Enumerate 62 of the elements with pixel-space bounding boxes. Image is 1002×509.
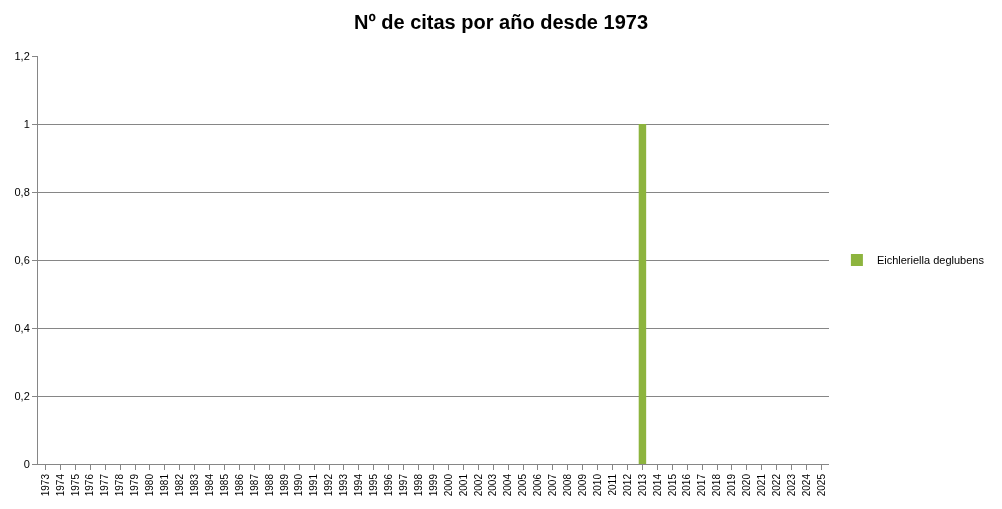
x-tick-label: 2009 [577, 473, 588, 497]
x-tick-label: 1982 [174, 473, 186, 497]
x-tick-label: 1987 [248, 473, 260, 497]
x-tick-label: 2011 [606, 473, 618, 496]
x-tick-label: 1977 [99, 473, 111, 497]
x-tick-label: 2016 [681, 473, 693, 497]
x-tick-label: 1978 [114, 473, 126, 497]
x-tick-label: 1989 [278, 473, 290, 497]
x-tick-label: 1981 [159, 473, 171, 497]
x-tick-label: 2002 [472, 473, 484, 497]
y-tick-label: 1,2 [14, 49, 30, 62]
y-tick-label: 0,4 [14, 321, 30, 334]
x-tick-label: 1994 [353, 473, 365, 497]
x-tick-label: 2022 [771, 473, 783, 497]
x-tick-label: 2012 [621, 473, 633, 497]
x-tick-label: 2020 [741, 473, 753, 497]
legend-label: Eichleriella deglubens [876, 254, 985, 267]
x-tick-label: 2000 [442, 473, 454, 497]
x-tick-label: 2024 [800, 473, 812, 497]
x-tick-label: 2003 [487, 473, 499, 497]
y-tick-label: 0 [23, 457, 30, 470]
x-tick-label: 1986 [233, 473, 245, 497]
x-tick-label: 1992 [323, 473, 335, 497]
x-tick-label: 1973 [39, 473, 51, 497]
x-tick-label: 2014 [651, 473, 663, 497]
y-tick-label: 0,2 [14, 389, 30, 402]
x-tick-label: 1985 [218, 473, 230, 497]
x-tick-label: 2006 [532, 473, 544, 497]
x-tick-label: 2005 [517, 473, 529, 497]
x-tick-label: 1974 [54, 473, 66, 497]
x-tick-label: 2008 [562, 473, 574, 497]
y-tick-label: 0,8 [14, 185, 30, 198]
x-tick-label: 2010 [591, 473, 603, 497]
x-tick-label: 1975 [69, 473, 81, 497]
x-tick-label: 2019 [726, 473, 738, 497]
x-tick-label: 1976 [84, 473, 96, 497]
x-tick-label: 1999 [427, 473, 439, 497]
x-tick-label: 1991 [308, 473, 320, 497]
chart-title: Nº de citas por año desde 1973 [353, 11, 649, 34]
x-tick-label: 1979 [129, 473, 141, 497]
x-tick-label: 2023 [785, 473, 797, 497]
x-tick-label: 1984 [203, 473, 215, 497]
x-tick-label: 1990 [293, 473, 305, 497]
x-tick-label: 1983 [188, 473, 200, 497]
x-tick-label: 2013 [636, 473, 648, 497]
x-tick-label: 2017 [696, 473, 708, 497]
x-tick-label: 1995 [368, 473, 380, 497]
x-tick-label: 1998 [412, 473, 424, 497]
x-tick-label: 1988 [263, 473, 275, 497]
x-tick-label: 1997 [397, 473, 409, 497]
x-tick-label: 1980 [144, 473, 156, 497]
x-tick-label: 2001 [457, 473, 469, 497]
x-tick-label: 1993 [338, 473, 350, 497]
y-tick-label: 1 [23, 117, 30, 130]
x-tick-label: 2015 [666, 473, 678, 497]
x-tick-label: 2007 [547, 473, 559, 497]
x-tick-label: 1996 [382, 473, 394, 497]
x-tick-label: 2004 [502, 473, 514, 497]
x-tick-label: 2025 [815, 473, 827, 497]
x-tick-label: 2021 [756, 473, 768, 497]
y-tick-label: 0,6 [14, 253, 30, 266]
x-tick-label: 2018 [711, 473, 723, 497]
